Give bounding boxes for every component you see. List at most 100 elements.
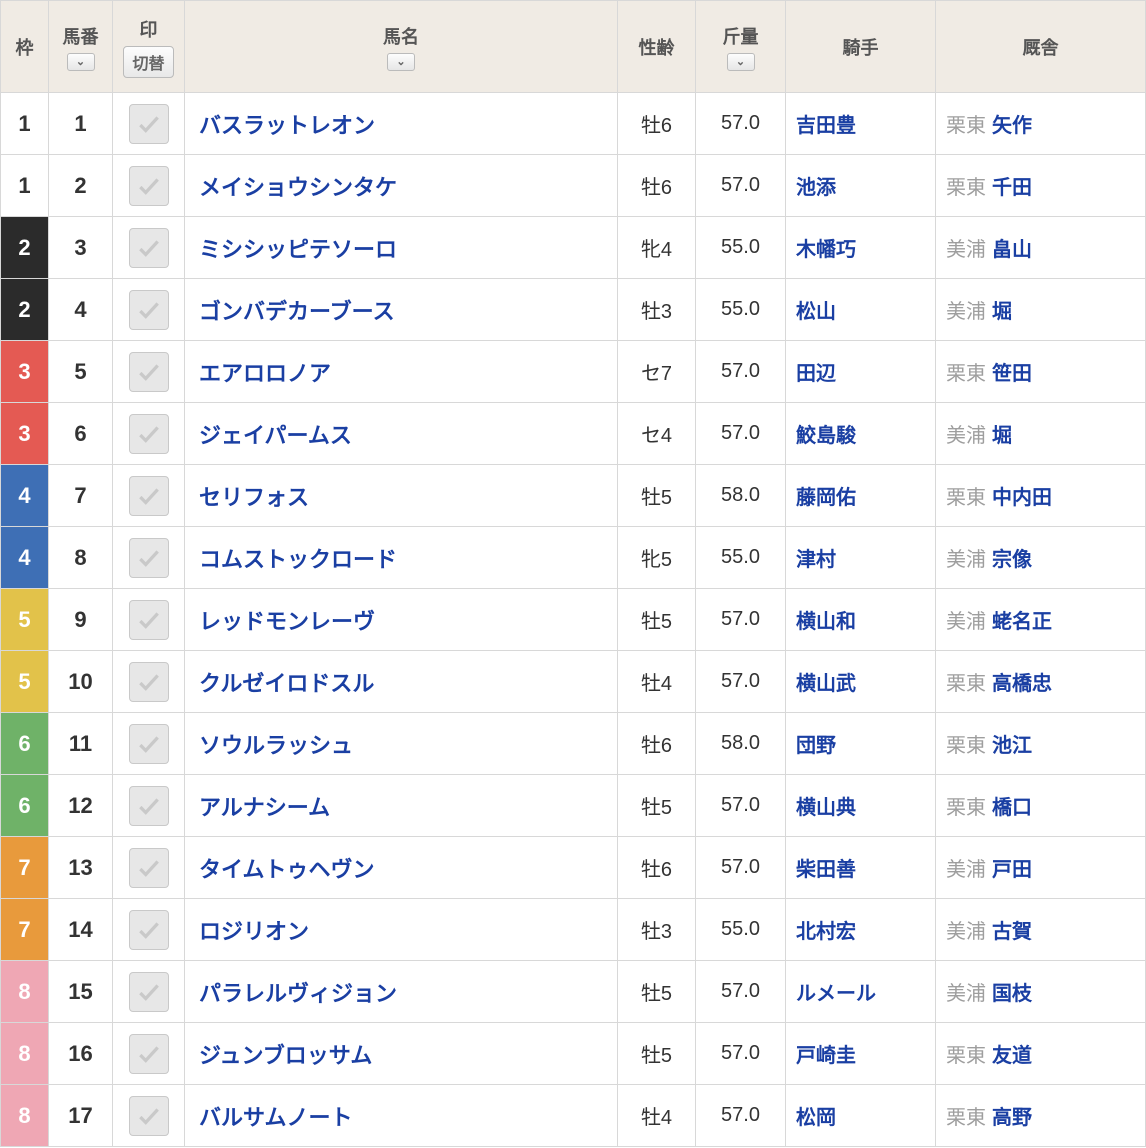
sort-weight-button[interactable]: ⌄ (727, 53, 755, 71)
jockey-link[interactable]: 田辺 (796, 363, 836, 385)
jockey-cell: 松岡 (786, 1085, 936, 1147)
trainer-link[interactable]: 戸田 (992, 859, 1032, 881)
mark-checkbox[interactable] (129, 786, 169, 826)
umaban-cell: 17 (49, 1085, 113, 1147)
horse-name-link[interactable]: ロジリオン (199, 919, 309, 944)
sort-name-button[interactable]: ⌄ (387, 53, 415, 71)
mark-checkbox[interactable] (129, 476, 169, 516)
waku-cell: 8 (1, 1085, 49, 1147)
stable-cell: 栗東友道 (936, 1023, 1146, 1085)
horse-name-link[interactable]: ジュンブロッサム (199, 1043, 372, 1068)
trainer-link[interactable]: 矢作 (992, 115, 1032, 137)
jockey-link[interactable]: 横山典 (796, 797, 856, 819)
check-icon (136, 669, 162, 695)
mark-checkbox[interactable] (129, 600, 169, 640)
jockey-cell: 田辺 (786, 341, 936, 403)
jockey-link[interactable]: 池添 (796, 177, 836, 199)
trainer-link[interactable]: 橋口 (992, 797, 1032, 819)
trainer-link[interactable]: 宗像 (992, 549, 1032, 571)
jockey-link[interactable]: 松岡 (796, 1107, 836, 1129)
sexage-cell: 牡6 (618, 155, 696, 217)
mark-checkbox[interactable] (129, 538, 169, 578)
trainer-link[interactable]: 池江 (992, 735, 1032, 757)
horse-name-cell: クルゼイロドスル (185, 651, 618, 713)
horse-name-link[interactable]: ソウルラッシュ (199, 733, 353, 758)
horse-name-link[interactable]: レッドモンレーヴ (199, 609, 375, 634)
umaban-cell: 10 (49, 651, 113, 713)
horse-name-link[interactable]: パラレルヴィジョン (199, 981, 397, 1006)
jockey-link[interactable]: 横山武 (796, 673, 856, 695)
jockey-link[interactable]: 団野 (796, 735, 836, 757)
jockey-link[interactable]: 鮫島駿 (796, 425, 856, 447)
sort-umaban-button[interactable]: ⌄ (67, 53, 95, 71)
mark-checkbox[interactable] (129, 414, 169, 454)
jockey-link[interactable]: 木幡巧 (796, 239, 856, 261)
mark-checkbox[interactable] (129, 910, 169, 950)
sexage-cell: 牡4 (618, 651, 696, 713)
mark-checkbox[interactable] (129, 228, 169, 268)
horse-name-link[interactable]: ゴンバデカーブース (199, 299, 395, 324)
table-row: 8 15 パラレルヴィジョン 牡5 57.0 ルメール 美浦国枝 (1, 961, 1146, 1023)
sexage-cell: 牡6 (618, 713, 696, 775)
horse-name-link[interactable]: メイショウシンタケ (199, 175, 397, 200)
horse-name-link[interactable]: コムストックロード (199, 547, 397, 572)
trainer-link[interactable]: 友道 (992, 1045, 1032, 1067)
umaban-cell: 14 (49, 899, 113, 961)
horse-name-link[interactable]: セリフォス (199, 485, 309, 510)
mark-checkbox[interactable] (129, 848, 169, 888)
mark-checkbox[interactable] (129, 1096, 169, 1136)
trainer-link[interactable]: 千田 (992, 177, 1032, 199)
weight-cell: 57.0 (696, 961, 786, 1023)
jockey-link[interactable]: 松山 (796, 301, 836, 323)
waku-cell: 5 (1, 651, 49, 713)
sexage-cell: 牡3 (618, 279, 696, 341)
umaban-cell: 13 (49, 837, 113, 899)
jockey-link[interactable]: 北村宏 (796, 921, 856, 943)
horse-name-link[interactable]: エアロロノア (199, 361, 331, 386)
weight-cell: 57.0 (696, 837, 786, 899)
table-row: 2 4 ゴンバデカーブース 牡3 55.0 松山 美浦堀 (1, 279, 1146, 341)
jockey-link[interactable]: 津村 (796, 549, 836, 571)
mark-checkbox[interactable] (129, 972, 169, 1012)
stable-region: 栗東 (946, 177, 986, 199)
trainer-link[interactable]: 蛯名正 (992, 611, 1052, 633)
sexage-cell: セ4 (618, 403, 696, 465)
trainer-link[interactable]: 高野 (992, 1107, 1032, 1129)
mark-checkbox[interactable] (129, 662, 169, 702)
horse-name-link[interactable]: タイムトゥヘヴン (199, 857, 375, 882)
horse-name-link[interactable]: バルサムノート (199, 1105, 353, 1130)
swap-mark-button[interactable]: 切替 (123, 46, 173, 78)
trainer-link[interactable]: 堀 (992, 301, 1012, 323)
horse-name-link[interactable]: ジェイパームス (199, 423, 352, 448)
trainer-link[interactable]: 堀 (992, 425, 1012, 447)
trainer-link[interactable]: 笹田 (992, 363, 1032, 385)
check-icon (136, 235, 162, 261)
horse-name-cell: エアロロノア (185, 341, 618, 403)
check-icon (136, 731, 162, 757)
mark-checkbox[interactable] (129, 724, 169, 764)
jockey-link[interactable]: 戸崎圭 (796, 1045, 856, 1067)
jockey-link[interactable]: 柴田善 (796, 859, 856, 881)
jockey-link[interactable]: ルメール (796, 983, 876, 1005)
horse-name-link[interactable]: バスラットレオン (199, 113, 375, 138)
mark-checkbox[interactable] (129, 166, 169, 206)
mark-checkbox[interactable] (129, 352, 169, 392)
mark-checkbox[interactable] (129, 1034, 169, 1074)
trainer-link[interactable]: 畠山 (992, 239, 1032, 261)
horse-name-link[interactable]: ミシシッピテソーロ (199, 237, 397, 262)
trainer-link[interactable]: 高橋忠 (992, 673, 1052, 695)
trainer-link[interactable]: 中内田 (992, 487, 1052, 509)
jockey-link[interactable]: 藤岡佑 (796, 487, 856, 509)
jockey-link[interactable]: 横山和 (796, 611, 856, 633)
mark-cell (113, 961, 185, 1023)
trainer-link[interactable]: 国枝 (992, 983, 1032, 1005)
mark-checkbox[interactable] (129, 104, 169, 144)
trainer-link[interactable]: 古賀 (992, 921, 1032, 943)
horse-name-link[interactable]: アルナシーム (199, 795, 330, 820)
weight-cell: 57.0 (696, 1023, 786, 1085)
mark-checkbox[interactable] (129, 290, 169, 330)
jockey-link[interactable]: 吉田豊 (796, 115, 856, 137)
col-header-stable-label: 厩舎 (1023, 38, 1059, 58)
horse-name-link[interactable]: クルゼイロドスル (199, 671, 374, 696)
stable-cell: 美浦堀 (936, 403, 1146, 465)
